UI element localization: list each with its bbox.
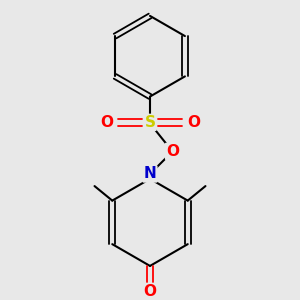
Text: O: O [100, 115, 113, 130]
Text: S: S [145, 115, 155, 130]
Text: N: N [144, 167, 156, 182]
Text: O: O [143, 284, 157, 299]
Text: O: O [187, 115, 200, 130]
Text: O: O [166, 144, 179, 159]
